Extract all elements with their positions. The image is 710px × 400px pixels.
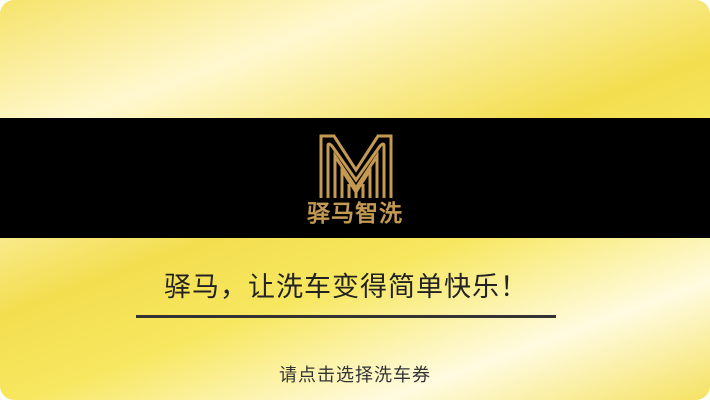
brand-band: 驿马智洗 (0, 118, 710, 238)
select-voucher-prompt[interactable]: 请点击选择洗车券 (279, 365, 431, 386)
slogan-underline (136, 315, 556, 318)
stylized-m-logo-icon (319, 134, 393, 198)
brand-name: 驿马智洗 (307, 201, 403, 227)
slogan-text: 驿马，让洗车变得简单快乐！ (164, 272, 528, 303)
